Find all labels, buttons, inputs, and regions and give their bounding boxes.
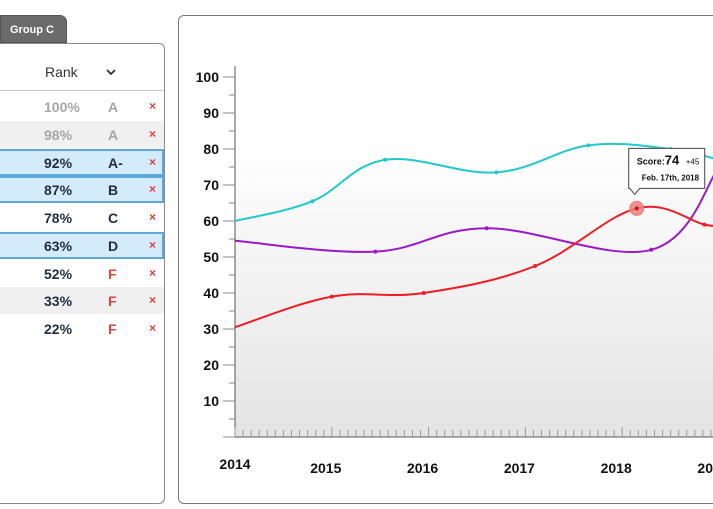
row-percent: 100% [44, 99, 80, 115]
delete-row-icon[interactable]: × [149, 154, 157, 169]
y-tick-label: 10 [203, 393, 219, 409]
data-point [421, 291, 426, 295]
y-tick-label: 70 [203, 177, 219, 193]
tab-label: Group C [10, 24, 54, 36]
table-row[interactable]: 98% A × [0, 120, 164, 148]
row-grade: A [108, 99, 119, 115]
y-tick-label: 60 [203, 213, 219, 229]
row-percent: 78% [44, 210, 73, 226]
chart-svg: 10 20 30 40 50 60 70 80 90 100 2014 2015 2016 2017 201… [196, 16, 713, 476]
table-row[interactable]: 52% F × [0, 260, 164, 287]
data-point [484, 226, 489, 231]
table-row[interactable]: 33% F × [0, 287, 164, 315]
x-tick-label: 2018 [601, 460, 632, 476]
rank-table-panel: Rank 100% A × 98% A × 92% A- × 87% B × 78% C × 63% D × 52%… [0, 43, 165, 504]
y-tick-label: 50 [203, 249, 219, 265]
delete-row-icon[interactable]: × [149, 237, 157, 252]
x-tick-label: 2017 [504, 460, 535, 476]
row-percent: 98% [44, 126, 73, 143]
table-row[interactable]: 100% A × [0, 93, 164, 120]
y-tick-label: 80 [203, 141, 219, 157]
data-point [586, 143, 591, 148]
row-grade: B [108, 182, 119, 199]
row-grade: A- [108, 154, 123, 171]
y-tick-label: 20 [203, 357, 219, 373]
x-tick-label: 2016 [407, 460, 438, 476]
y-tick-label: 40 [203, 285, 219, 301]
delete-row-icon[interactable]: × [149, 126, 157, 141]
table-row[interactable]: 22% F × [0, 315, 164, 342]
delete-row-icon[interactable]: × [149, 293, 157, 308]
row-grade: D [108, 237, 119, 254]
y-tick-label: 90 [203, 105, 219, 121]
x-tick-label: 2014 [219, 456, 250, 472]
chevron-down-icon[interactable] [106, 67, 116, 77]
data-point [649, 247, 654, 252]
row-percent: 52% [44, 265, 73, 282]
tooltip-box [628, 147, 706, 196]
data-point [533, 264, 538, 268]
data-point [383, 157, 388, 162]
tooltip-delta: +45 [686, 157, 700, 166]
row-percent: 92% [44, 154, 73, 171]
delete-row-icon[interactable]: × [149, 321, 157, 335]
row-percent: 22% [44, 321, 73, 337]
data-point [702, 222, 707, 227]
rank-column-header[interactable]: Rank [45, 64, 78, 80]
row-percent: 63% [44, 237, 73, 254]
tooltip-score-value: 74 [665, 152, 680, 167]
score-chart: 10 20 30 40 50 60 70 80 90 100 2014 2015 2016 2017 201… [178, 15, 713, 504]
table-row[interactable]: 63% D × [0, 231, 164, 259]
tooltip-date: Feb. 17th, 2018 [642, 173, 700, 182]
tooltip-score-label: Score: [637, 156, 665, 166]
plot-area [235, 16, 713, 437]
delete-row-icon[interactable]: × [149, 210, 157, 224]
row-grade: F [108, 265, 117, 282]
data-point [310, 199, 315, 204]
delete-row-icon[interactable]: × [149, 182, 157, 197]
row-percent: 33% [44, 293, 73, 310]
table-row[interactable]: 78% C × [0, 204, 164, 231]
delete-row-icon[interactable]: × [149, 99, 157, 113]
table-row[interactable]: 92% A- × [0, 148, 164, 176]
x-tick-label: 2015 [310, 460, 341, 476]
table-row[interactable]: 87% B × [0, 176, 164, 204]
row-percent: 87% [44, 182, 73, 199]
data-point [329, 294, 334, 299]
x-tick-label: 2019 [697, 460, 713, 476]
row-grade: F [108, 293, 117, 310]
delete-row-icon[interactable]: × [149, 265, 157, 280]
row-grade: F [108, 321, 117, 337]
data-point [373, 249, 378, 254]
row-grade: C [108, 210, 119, 226]
y-tick-label: 30 [203, 321, 219, 337]
table-header: Rank [0, 44, 164, 91]
y-tick-label: 100 [196, 69, 220, 85]
data-point [494, 170, 499, 175]
row-grade: A [108, 126, 119, 143]
highlight-dot [634, 206, 639, 211]
tab-group-c[interactable]: Group C [0, 15, 67, 43]
